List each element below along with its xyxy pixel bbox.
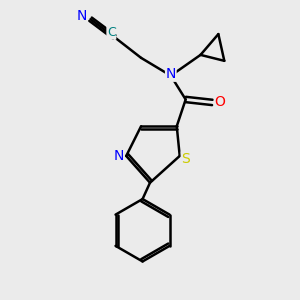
Text: C: C	[107, 26, 116, 39]
Text: N: N	[114, 149, 124, 163]
Text: S: S	[181, 152, 190, 166]
Text: N: N	[76, 9, 87, 23]
Text: N: N	[166, 67, 176, 81]
Text: O: O	[214, 95, 225, 110]
